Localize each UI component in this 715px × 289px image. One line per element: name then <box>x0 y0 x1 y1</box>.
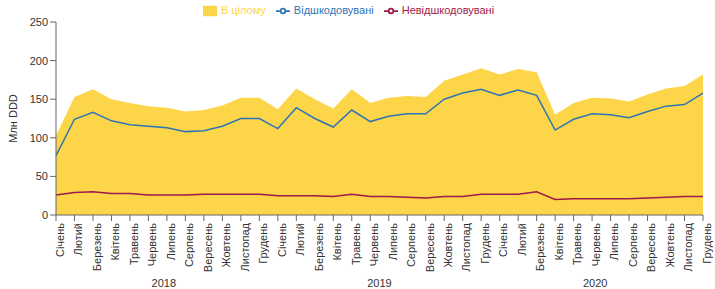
svg-text:Листопад: Листопад <box>682 222 694 271</box>
svg-text:2019: 2019 <box>367 277 391 289</box>
svg-text:100: 100 <box>30 132 48 144</box>
svg-text:Вересень: Вересень <box>645 223 657 272</box>
svg-text:Липень: Липень <box>387 223 399 261</box>
svg-text:150: 150 <box>30 93 48 105</box>
svg-text:0: 0 <box>42 209 48 221</box>
svg-text:Млн DDD: Млн DDD <box>8 94 19 143</box>
svg-text:Січень: Січень <box>497 223 509 257</box>
svg-text:Червень: Червень <box>146 223 158 266</box>
html-text:Невідшкодовувані: Невідшкодовувані <box>401 4 495 16</box>
svg-text:Липень: Липень <box>608 223 620 261</box>
svg-text:Лютий: Лютий <box>294 223 306 256</box>
svg-text:2020: 2020 <box>583 277 607 289</box>
svg-text:Липень: Липень <box>165 223 177 261</box>
svg-text:Грудень: Грудень <box>701 223 707 264</box>
html-text:В цілому: В цілому <box>220 4 266 16</box>
svg-text:Травень: Травень <box>571 223 583 265</box>
svg-text:Вересень: Вересень <box>202 223 214 272</box>
svg-text:200: 200 <box>30 55 48 67</box>
svg-text:Червень: Червень <box>368 223 380 266</box>
svg-text:Жовтень: Жовтень <box>220 223 232 268</box>
svg-text:Листопад: Листопад <box>239 222 251 271</box>
svg-text:Листопад: Листопад <box>460 222 472 271</box>
svg-text:Серпень: Серпень <box>627 223 639 267</box>
svg-text:Квітень: Квітень <box>109 223 121 261</box>
svg-text:Березень: Березень <box>534 223 546 271</box>
svg-text:2018: 2018 <box>152 277 176 289</box>
svg-text:Вересень: Вересень <box>424 223 436 272</box>
svg-text:Березень: Березень <box>313 223 325 271</box>
svg-text:Жовтень: Жовтень <box>664 223 676 268</box>
svg-text:Серпень: Серпень <box>405 223 417 267</box>
svg-text:Травень: Травень <box>128 223 140 265</box>
svg-text:Січень: Січень <box>54 223 66 257</box>
svg-text:Лютий: Лютий <box>516 223 528 256</box>
svg-text:Жовтень: Жовтень <box>442 223 454 268</box>
svg-text:Лютий: Лютий <box>72 223 84 256</box>
svg-text:250: 250 <box>30 16 48 28</box>
svg-text:Грудень: Грудень <box>479 223 491 264</box>
svg-text:Січень: Січень <box>276 223 288 257</box>
svg-text:Травень: Травень <box>350 223 362 265</box>
svg-text:Серпень: Серпень <box>183 223 195 267</box>
svg-text:Грудень: Грудень <box>257 223 269 264</box>
svg-text:50: 50 <box>36 170 48 182</box>
svg-text:Квітень: Квітень <box>553 223 565 261</box>
svg-text:Березень: Березень <box>91 223 103 271</box>
html-text:Відшкодовувані: Відшкодовувані <box>293 4 374 16</box>
svg-text:Квітень: Квітень <box>331 223 343 261</box>
svg-text:Червень: Червень <box>590 223 602 266</box>
